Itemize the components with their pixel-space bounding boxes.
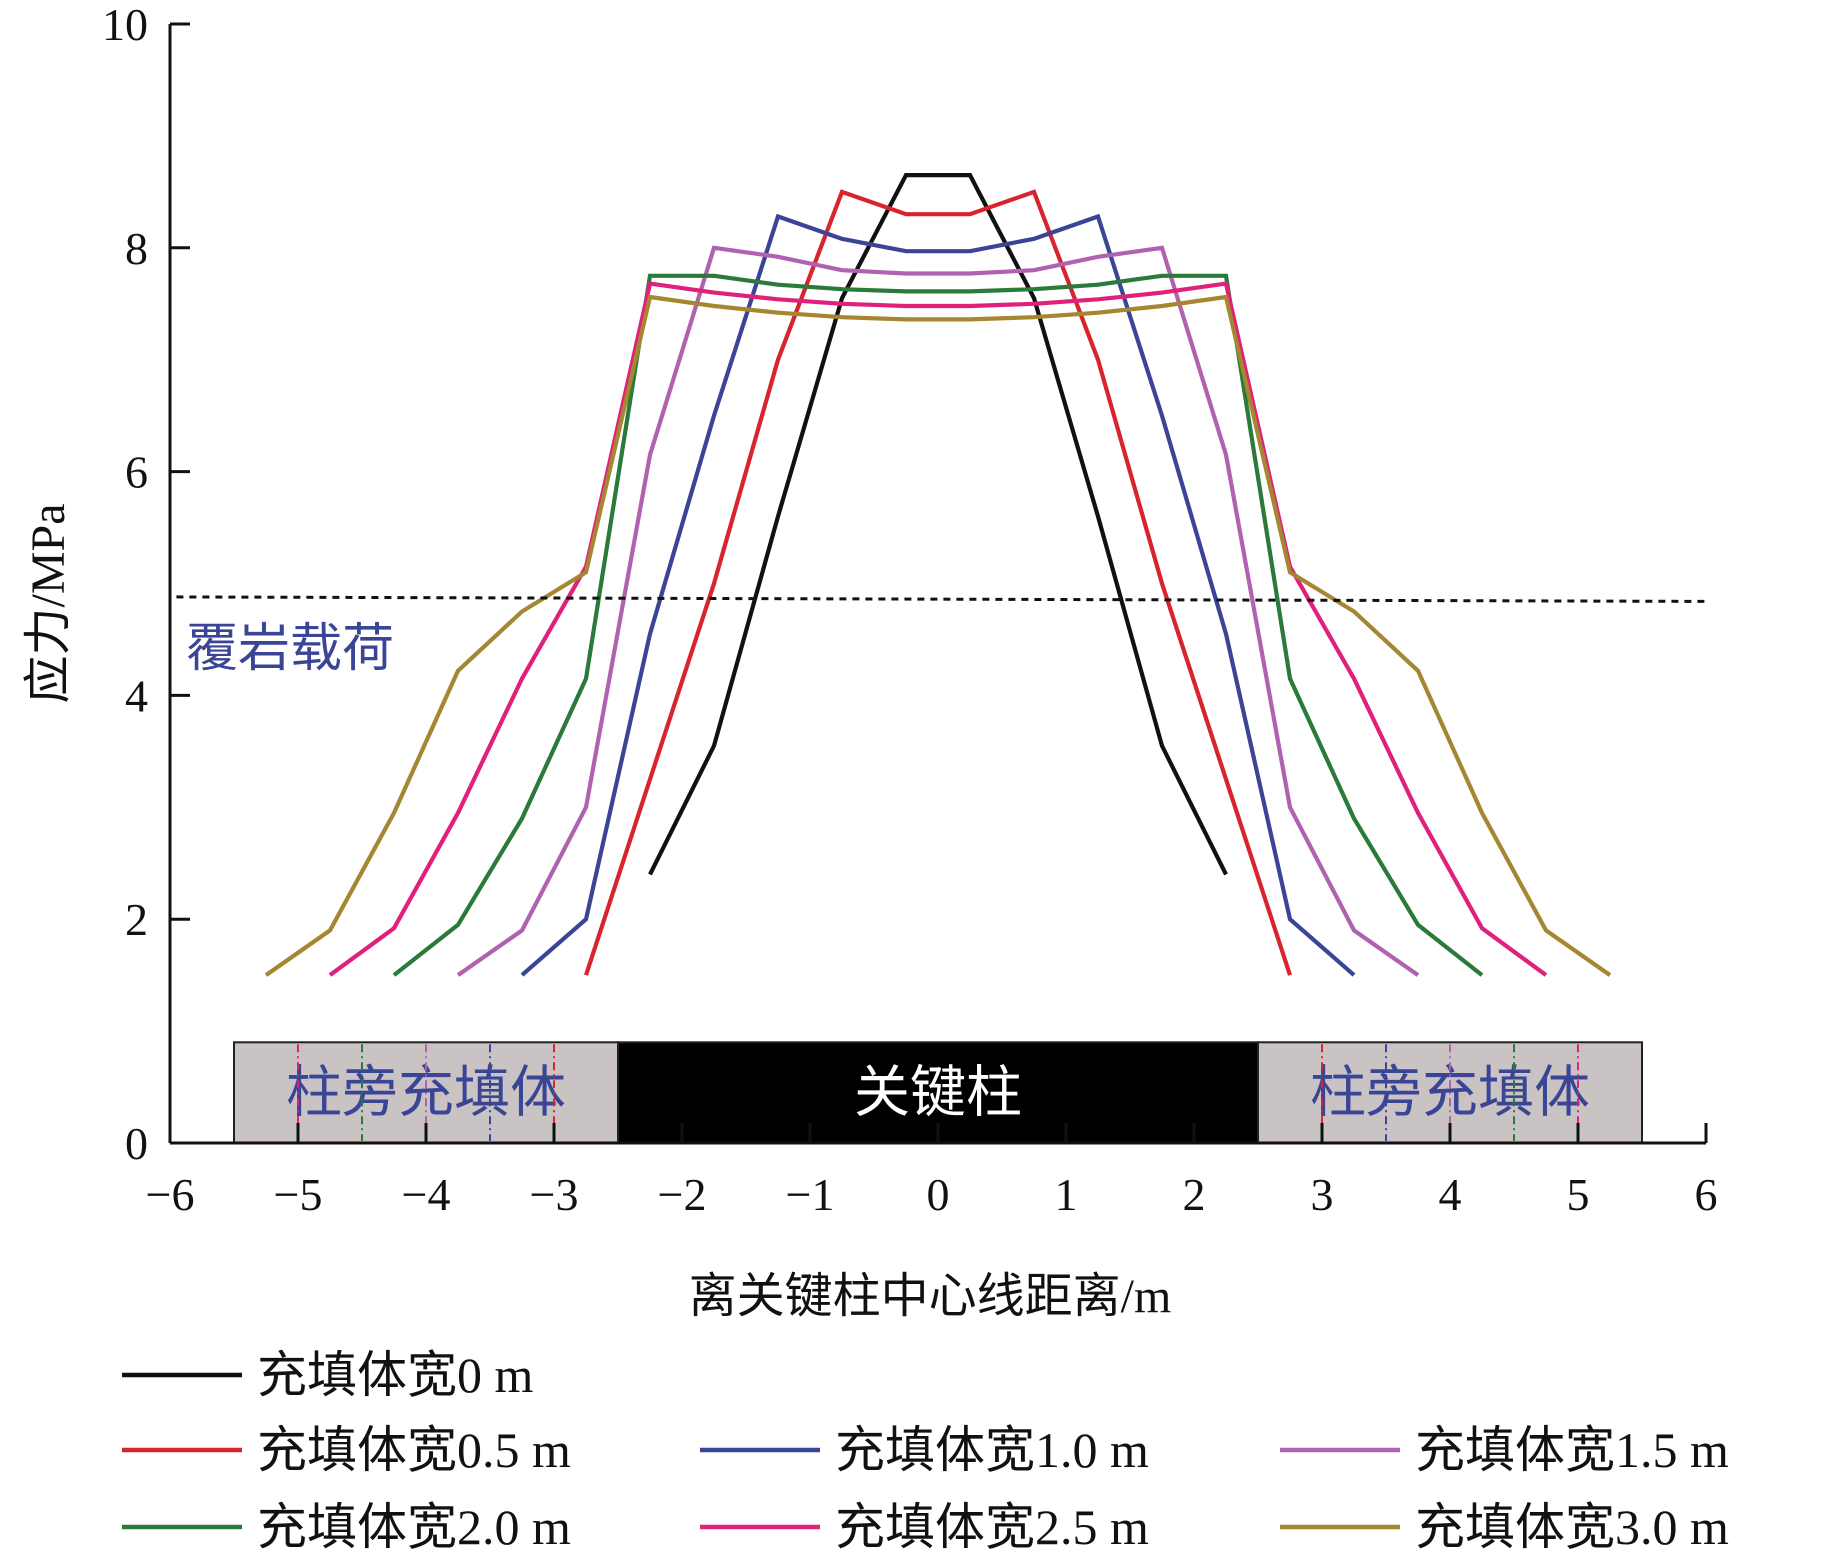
series-lines (264, 173, 1612, 977)
x-tick-label: −1 (786, 1169, 835, 1220)
series-line (456, 245, 1420, 977)
x-tick-label: −5 (274, 1169, 323, 1220)
annotations: 覆岩载荷 (176, 595, 1707, 678)
legend-label: 充填体宽1.0 m (835, 1422, 1149, 1478)
series-line (392, 273, 1484, 977)
x-tick-label: 6 (1695, 1169, 1718, 1220)
y-tick-label: 0 (125, 1118, 148, 1169)
legend-label: 充填体宽3.0 m (1415, 1499, 1729, 1555)
x-tick-label: 3 (1311, 1169, 1334, 1220)
overburden-load-line (176, 595, 1707, 603)
series-line (520, 213, 1356, 977)
y-tick-label: 10 (102, 0, 148, 50)
series-line (264, 294, 1612, 977)
legend-label: 充填体宽2.0 m (257, 1499, 571, 1555)
x-tick-label: 2 (1183, 1169, 1206, 1220)
x-tick-label: −6 (146, 1169, 195, 1220)
overburden-load-label: 覆岩载荷 (186, 621, 394, 678)
axes: 0 2 4 6 8 10 −6 −5 −4 −3 −2 −1 0 1 2 3 4 5 6 离关键柱中心线距离/m 应力/… (22, 0, 1718, 1323)
legend-label: 充填体宽2.5 m (835, 1499, 1149, 1555)
series-line (648, 173, 1228, 876)
legend-label: 充填体宽1.5 m (1415, 1422, 1729, 1478)
series-line (328, 281, 1548, 977)
y-tick-label: 2 (125, 894, 148, 945)
region-markers (297, 1044, 1579, 1141)
x-tick-label: 4 (1439, 1169, 1462, 1220)
x-tick-label: −3 (530, 1169, 579, 1220)
y-tick-label: 6 (125, 447, 148, 498)
x-tick-label: 0 (927, 1169, 950, 1220)
y-axis-title: 应力/MPa (22, 503, 75, 703)
legend-label: 充填体宽0.5 m (257, 1422, 571, 1478)
x-tick-label: 1 (1055, 1169, 1078, 1220)
y-tick-label: 8 (125, 223, 148, 274)
legend-label: 充填体宽0 m (257, 1347, 533, 1403)
x-axis-title: 离关键柱中心线距离/m (689, 1270, 1172, 1323)
legend: 充填体宽0 m 充填体宽0.5 m 充填体宽1.0 m 充填体宽1.5 m 充填体宽2.… (122, 1347, 1729, 1555)
x-tick-label: −4 (402, 1169, 451, 1220)
x-tick-label: −2 (658, 1169, 707, 1220)
series-line (584, 189, 1292, 976)
region-label: 关键柱 (854, 1063, 1022, 1125)
x-tick-label: 5 (1567, 1169, 1590, 1220)
y-tick-label: 4 (125, 670, 148, 721)
